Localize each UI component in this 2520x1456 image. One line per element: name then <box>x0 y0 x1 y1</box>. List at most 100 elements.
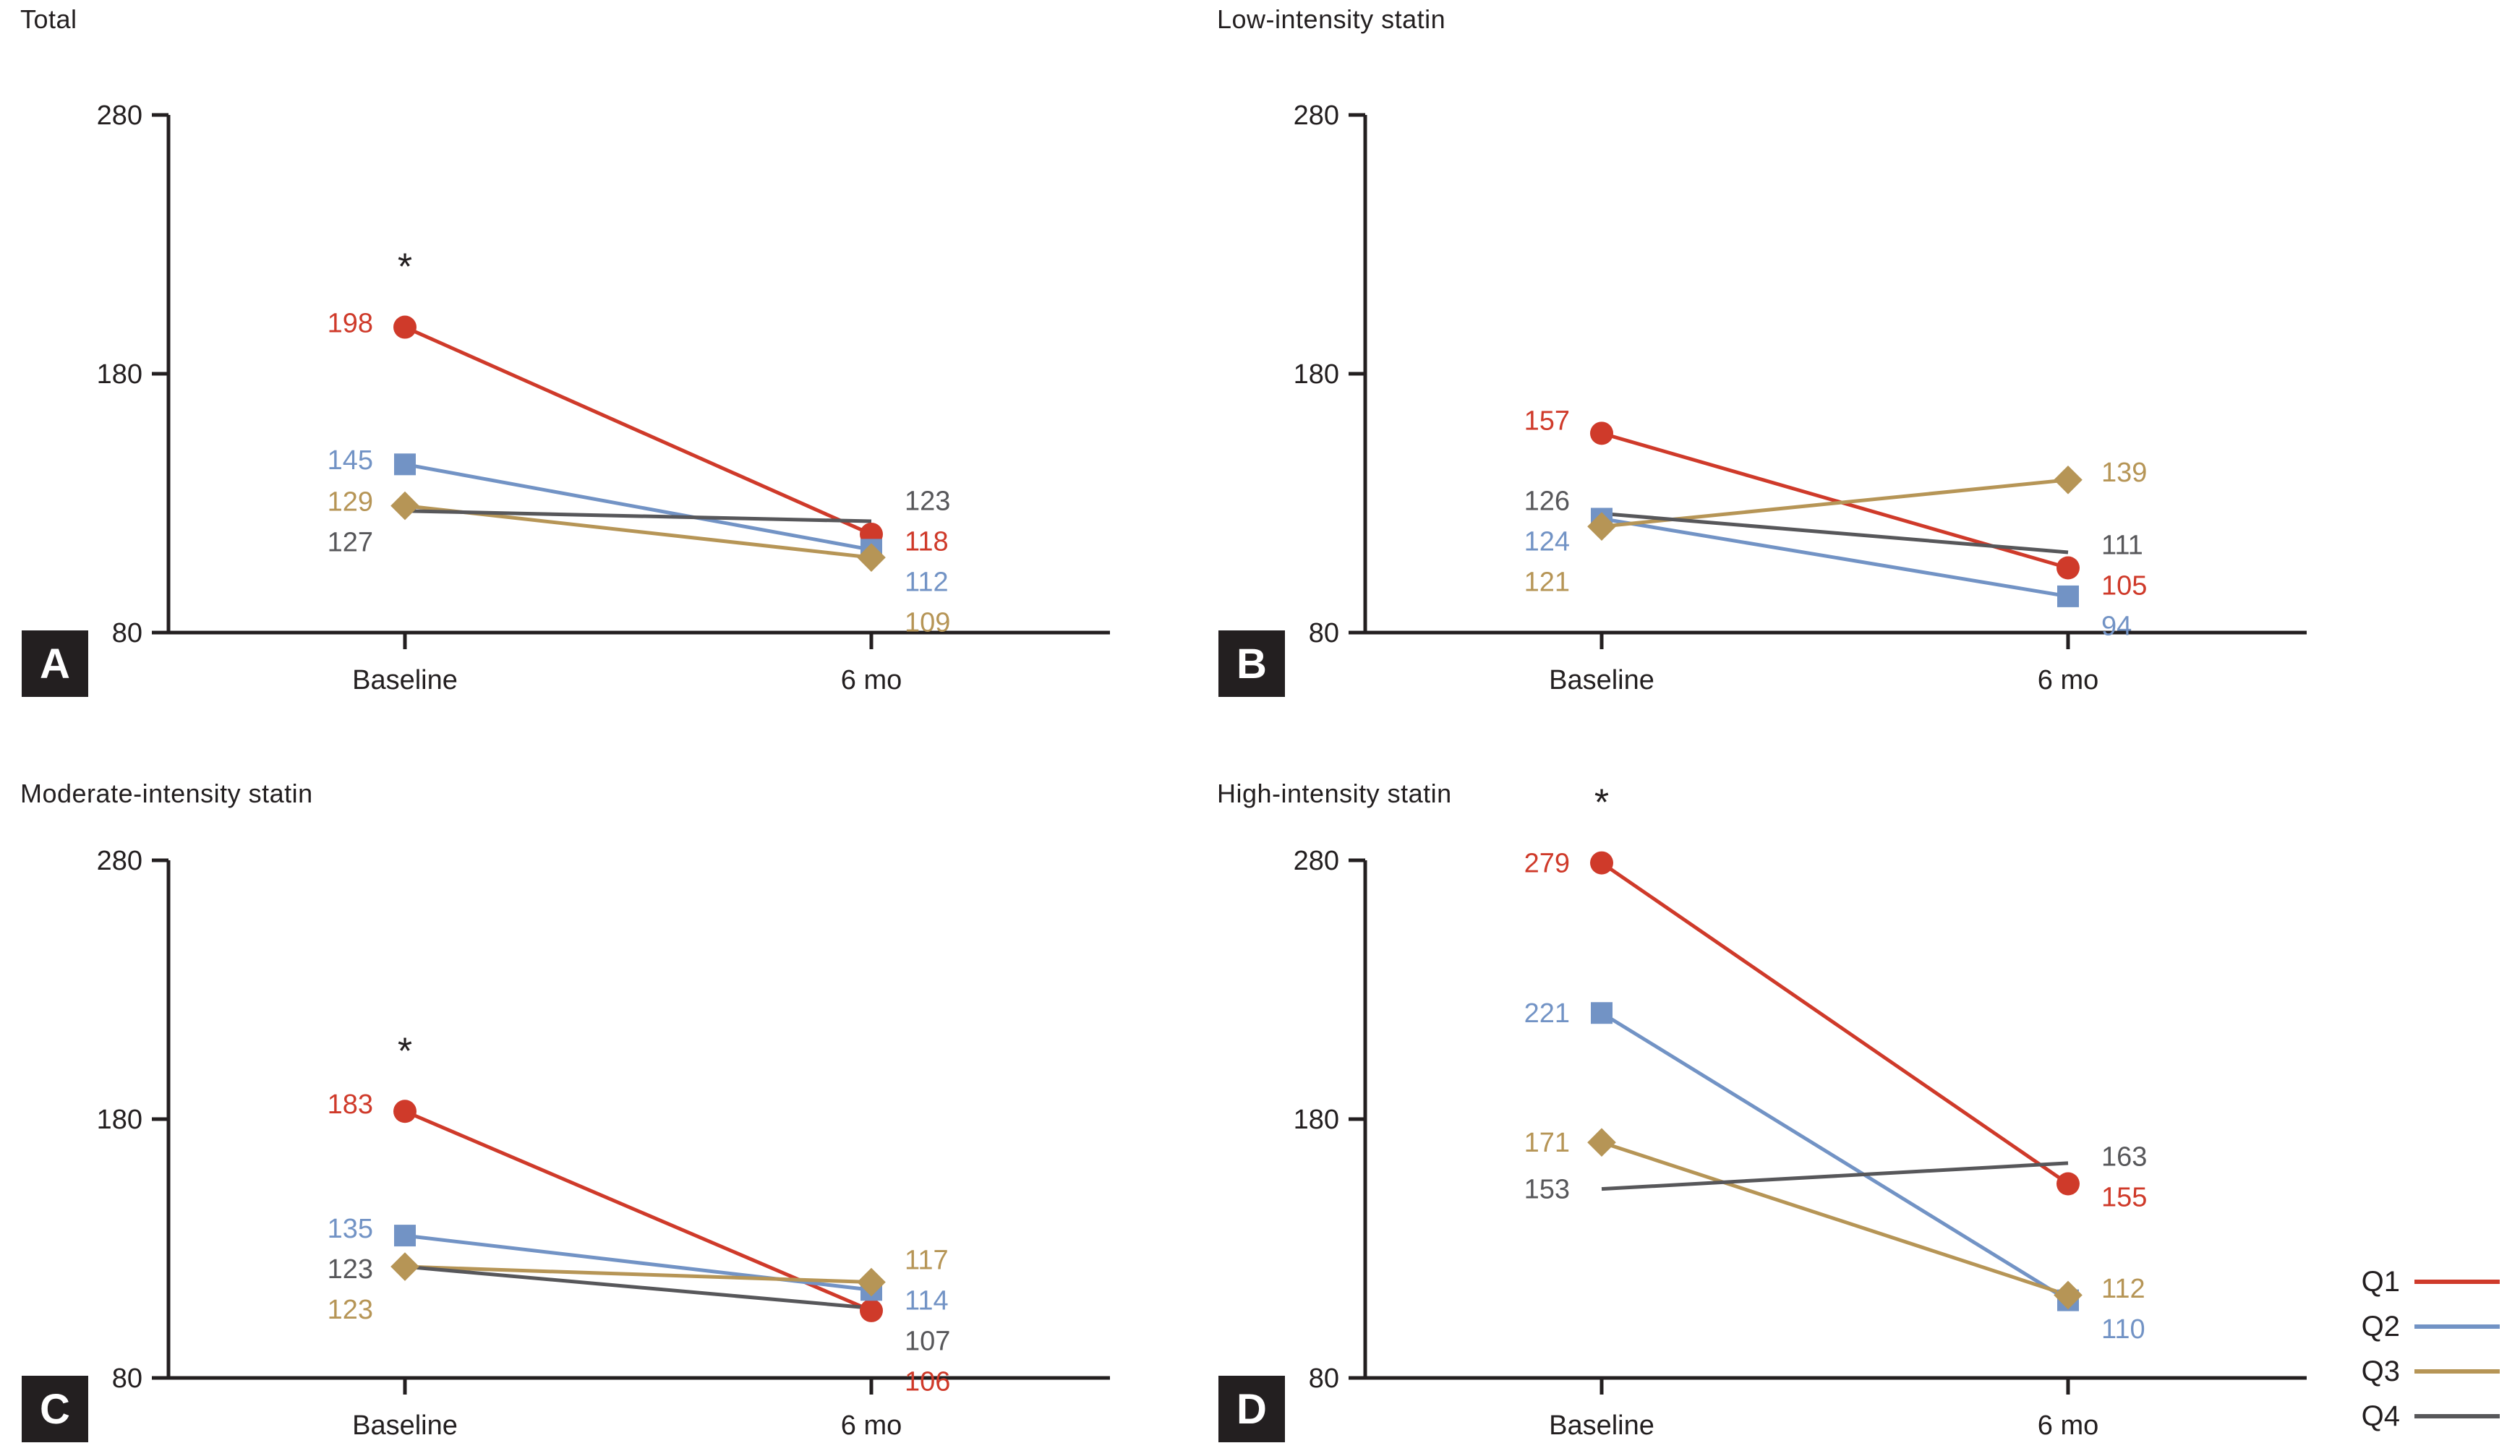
panel-B-q3-baseline-marker <box>1587 512 1616 541</box>
panel-B-q3-6mo-marker <box>2054 465 2083 494</box>
panel-B-q3-baseline-value-label: 121 <box>1524 567 1570 597</box>
panel-D-q3-6mo-marker <box>2054 1280 2083 1310</box>
panel-B-q4-6mo-value-label: 111 <box>2101 530 2143 560</box>
panel-B-q2-line <box>1601 517 2069 599</box>
panel-D-q1-baseline-value-label: 279 <box>1524 849 1570 879</box>
panel-B-q4-line <box>1601 511 2069 554</box>
legend-label: Q3 <box>2361 1355 2400 1387</box>
legend-label: Q1 <box>2361 1265 2400 1298</box>
panel-B-x-tick-label: 6 mo <box>2038 665 2098 695</box>
panel-D-q3-6mo-value-label: 112 <box>2101 1274 2145 1304</box>
legend-item-q1: Q1 <box>2362 1259 2500 1304</box>
panel-c-title: Moderate-intensity statin <box>20 779 313 808</box>
panel-A-q1-6mo-value-label: 118 <box>905 526 949 557</box>
legend-line-swatch <box>2414 1324 2500 1329</box>
panel-C-q4-line <box>404 1264 872 1310</box>
panel-A-q2-baseline-value-label: 145 <box>328 445 373 476</box>
panel-D-q1-baseline-marker <box>1590 851 1613 875</box>
panel-C-q1-baseline-value-label: 183 <box>328 1089 373 1120</box>
panel-B-q3-6mo-value-label: 139 <box>2101 458 2147 488</box>
panel-A-q3-baseline-value-label: 129 <box>328 487 373 517</box>
panel-C-x-tick-label: Baseline <box>352 1410 458 1441</box>
panel-A-q2-line <box>404 462 872 552</box>
panel-A-q1-baseline-value-label: 198 <box>328 308 373 338</box>
panel-C-q1-line <box>404 1109 872 1313</box>
panel-B-x-tick-label: Baseline <box>1549 665 1654 695</box>
panel-D-q3-baseline-marker <box>1587 1128 1616 1157</box>
panel-A-x-tick-label: 6 mo <box>841 665 902 695</box>
panel-C-y-tick-label: 180 <box>97 1105 142 1135</box>
legend-item-q2: Q2 <box>2362 1304 2500 1349</box>
panel-A-q3-baseline-marker <box>390 491 419 521</box>
panel-D-q2-6mo-value-label: 110 <box>2101 1314 2145 1345</box>
panel-D-x-tick-label: 6 mo <box>2038 1410 2098 1441</box>
panel-C-q2-line <box>404 1233 872 1292</box>
panel-C-q4-baseline-value-label: 123 <box>328 1254 373 1285</box>
panel-A-q3-6mo-value-label: 109 <box>905 607 950 638</box>
panel-B-q1-baseline-value-label: 157 <box>1524 406 1570 436</box>
panel-B-q2-baseline-value-label: 124 <box>1524 526 1570 557</box>
panel-D-q4-line <box>1601 1161 2069 1191</box>
panel-A-q4-6mo-value-label: 123 <box>905 486 950 516</box>
legend-label: Q4 <box>2361 1400 2400 1432</box>
panel-D-q2-baseline-marker <box>1591 1002 1613 1024</box>
panel-D-q4-6mo-value-label: 163 <box>2101 1142 2147 1172</box>
panel-A-q1-line <box>403 325 873 536</box>
panel-D-y-tick-label: 280 <box>1294 846 1339 876</box>
panel-B-q2-6mo-marker <box>2057 585 2079 607</box>
panel-C-y-tick-label: 80 <box>112 1363 142 1394</box>
panel-A-q1-baseline-marker <box>393 315 417 339</box>
panel-A-q2-6mo-value-label: 112 <box>905 567 949 597</box>
panel-C-q2-baseline-value-label: 135 <box>328 1214 373 1244</box>
panel-C-q2-6mo-value-label: 114 <box>905 1285 949 1316</box>
legend-label: Q2 <box>2361 1310 2400 1342</box>
legend-item-q3: Q3 <box>2362 1349 2500 1394</box>
panel-A-y-tick-label: 180 <box>97 359 142 390</box>
panel-B-q1-6mo-marker <box>2056 556 2080 580</box>
panel-c-letter: C <box>22 1376 88 1442</box>
panel-A-q4-baseline-value-label: 127 <box>328 527 373 557</box>
panel-A-x-tick-label: Baseline <box>352 665 458 695</box>
panel-C-y-tick-label: 280 <box>97 846 142 876</box>
panel-A-q2-baseline-marker <box>394 453 416 476</box>
legend-line-swatch <box>2414 1414 2500 1418</box>
panel-B-q1-baseline-marker <box>1590 421 1613 445</box>
panel-D-y-tick-label: 180 <box>1294 1105 1339 1135</box>
panel-C-q3-baseline-value-label: 123 <box>328 1295 373 1325</box>
panel-A-significance-asterisk: * <box>398 247 412 288</box>
panel-C-q1-6mo-marker <box>860 1298 883 1322</box>
panel-C-q1-baseline-marker <box>393 1100 417 1123</box>
panel-B-y-tick-label: 280 <box>1294 100 1339 131</box>
panel-D-q2-baseline-value-label: 221 <box>1524 998 1570 1029</box>
panel-D-x-tick-label: Baseline <box>1549 1410 1654 1441</box>
legend-line-swatch <box>2414 1369 2500 1374</box>
panel-C-q3-line <box>404 1264 872 1285</box>
panel-D-q1-6mo-value-label: 155 <box>2101 1182 2147 1212</box>
panel-C-q4-6mo-value-label: 107 <box>905 1326 950 1356</box>
panel-B-y-tick-label: 80 <box>1309 618 1339 648</box>
panel-B-axes <box>1363 115 2307 635</box>
panel-d-title: High-intensity statin <box>1217 779 1452 808</box>
panel-D-axes <box>1363 860 2307 1380</box>
panel-A-q4-line <box>404 509 872 523</box>
panel-D-q1-6mo-marker <box>2056 1172 2080 1196</box>
panel-A-y-tick-label: 280 <box>97 100 142 131</box>
panel-b-letter: B <box>1218 630 1285 697</box>
panel-B-q4-baseline-value-label: 126 <box>1524 486 1570 516</box>
panel-D-q3-line <box>1601 1140 2069 1297</box>
panel-C-q1-6mo-value-label: 106 <box>905 1366 950 1397</box>
panel-A-y-tick-label: 80 <box>112 618 142 648</box>
panel-D-q1-line <box>1600 861 2070 1186</box>
panel-C-q2-baseline-marker <box>394 1225 416 1247</box>
panel-a-title: Total <box>20 4 77 34</box>
panel-d-letter: D <box>1218 1376 1285 1442</box>
panel-D-significance-asterisk: * <box>1594 782 1609 824</box>
panel-D-q2-line <box>1600 1011 2070 1302</box>
panel-C-q3-6mo-value-label: 117 <box>905 1245 949 1275</box>
panel-b-title: Low-intensity statin <box>1217 4 1446 34</box>
legend: Q1 Q2 Q3 Q4 <box>2362 1259 2500 1439</box>
panel-D-y-tick-label: 80 <box>1309 1363 1339 1394</box>
panel-A-q3-6mo-marker <box>857 543 886 572</box>
legend-line-swatch <box>2414 1280 2500 1284</box>
